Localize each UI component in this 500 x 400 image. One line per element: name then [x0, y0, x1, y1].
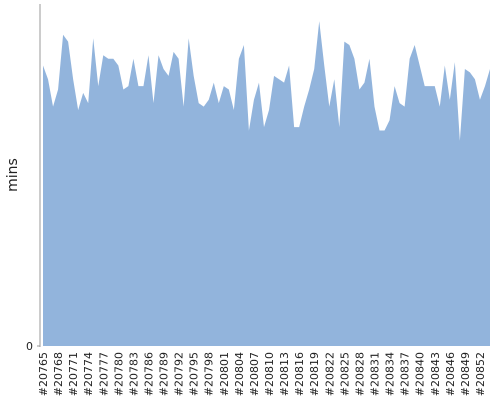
y-axis-label: mins: [5, 158, 21, 192]
x-tick-label: #20771: [67, 352, 80, 396]
x-tick-label: #20804: [233, 352, 246, 396]
x-tick-label: #20774: [82, 352, 95, 396]
x-tick-label: #20828: [353, 352, 366, 396]
x-tick-label: #20849: [459, 352, 472, 396]
x-tick-label: #20822: [323, 352, 336, 396]
x-tick-label: #20783: [127, 352, 140, 396]
x-tick-label: #20765: [37, 352, 50, 396]
x-tick-label: #20768: [52, 352, 65, 396]
x-tick-label: #20798: [203, 352, 216, 396]
x-tick-label: #20810: [263, 352, 276, 396]
area: [43, 21, 490, 346]
x-tick-label: #20813: [278, 352, 291, 396]
x-tick-label: #20795: [188, 352, 201, 396]
x-tick-label: #20789: [158, 352, 171, 396]
x-tick-label: #20807: [248, 352, 261, 396]
x-tick-label: #20837: [399, 352, 412, 396]
x-tick-label: #20819: [308, 352, 321, 396]
x-tick-label: #20786: [142, 352, 155, 396]
x-tick-label: #20792: [173, 352, 186, 396]
x-tick-label: #20816: [293, 352, 306, 396]
x-tick-label: #20825: [338, 352, 351, 396]
x-tick-label: #20846: [444, 352, 457, 396]
x-tick-label: #20840: [414, 352, 427, 396]
x-tick-label: #20843: [429, 352, 442, 396]
x-tick-label: #20801: [218, 352, 231, 396]
x-tick-label: #20834: [384, 352, 397, 396]
y-tick-label: 0: [26, 340, 33, 353]
x-tick-label: #20831: [368, 352, 381, 396]
x-tick-label: #20780: [112, 352, 125, 396]
x-tick-label: #20777: [97, 352, 110, 396]
x-tick-label: #20852: [474, 352, 487, 396]
